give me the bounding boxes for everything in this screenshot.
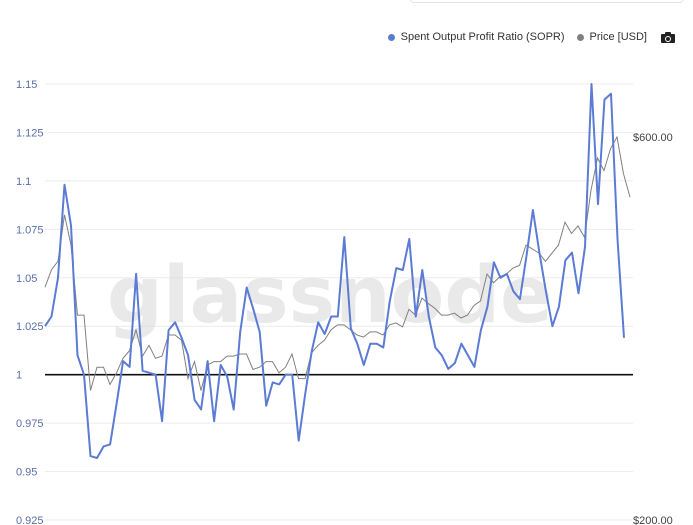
y-tick-label: 1.1	[16, 176, 31, 188]
y-tick-label: 0.975	[16, 418, 44, 430]
price-legend-dot	[576, 33, 584, 41]
y-tick-label: 1	[16, 370, 22, 382]
y-tick-label: 0.95	[16, 467, 37, 479]
sopr-legend-dot	[387, 33, 395, 41]
camera-icon[interactable]	[661, 31, 675, 43]
sopr-series-line	[44, 83, 625, 459]
y-axis-right: $200.00 $600.00	[633, 132, 673, 525]
y-right-tick-label: $200.00	[633, 515, 673, 525]
top-toolbar-edge	[0, 0, 693, 8]
legend-item-price[interactable]: Price [USD]	[576, 31, 647, 43]
y-tick-label: 1.125	[16, 127, 44, 139]
y-right-tick-label: $600.00	[633, 132, 673, 144]
y-tick-label: 1.025	[16, 321, 44, 333]
legend-label-sopr: Spent Output Profit Ratio (SOPR)	[400, 31, 565, 43]
y-tick-label: 1.075	[16, 224, 44, 236]
y-axis-left: 0.925 0.95 0.975 1 1.025 1.05 1.075 1.1 1.125 1.1…	[16, 79, 44, 525]
chart-legend: Spent Output Profit Ratio (SOPR) Price […	[387, 31, 675, 43]
y-tick-label: 0.925	[16, 515, 44, 525]
legend-item-sopr[interactable]: Spent Output Profit Ratio (SOPR)	[387, 31, 565, 43]
y-tick-label: 1.15	[16, 79, 37, 91]
legend-label-price: Price [USD]	[589, 31, 647, 43]
y-tick-label: 1.05	[16, 273, 37, 285]
watermark: glassnode	[107, 251, 553, 341]
